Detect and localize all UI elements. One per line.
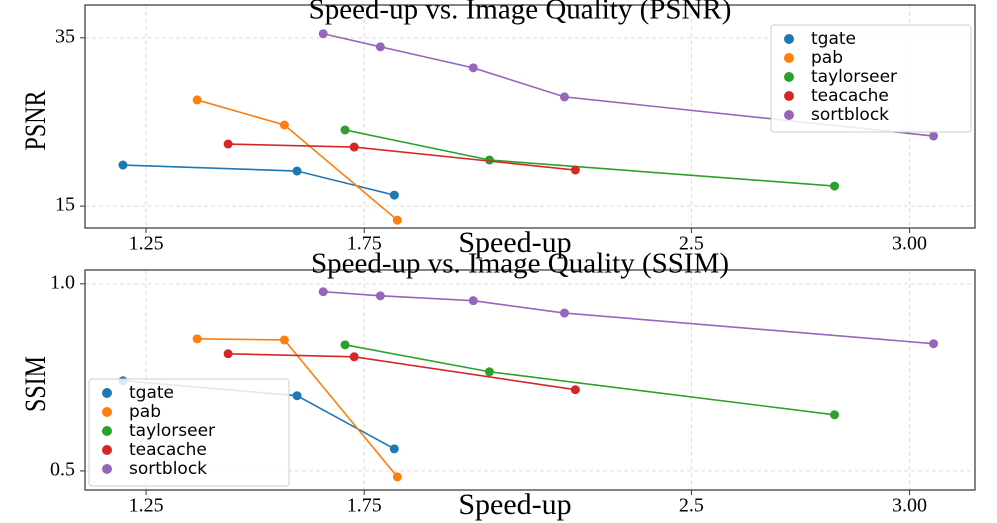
marker — [349, 142, 359, 152]
marker — [484, 367, 494, 377]
marker — [318, 287, 328, 297]
marker — [559, 308, 569, 318]
plot-frame — [84, 269, 976, 491]
legend-marker — [102, 464, 112, 474]
marker — [223, 349, 233, 359]
y-tick-label: 0.5 — [50, 459, 75, 481]
marker — [929, 131, 939, 141]
legend-marker — [102, 407, 112, 417]
legend-label: tgate — [129, 383, 174, 403]
legend-label: taylorseer — [811, 67, 897, 87]
legend-box — [88, 378, 290, 487]
plot-frame — [84, 4, 976, 229]
marker — [292, 166, 302, 176]
chart-title: Speed-up vs. Image Quality (PSNR) — [309, 0, 732, 26]
marker — [830, 410, 840, 420]
legend-marker — [102, 445, 112, 455]
marker — [570, 385, 580, 395]
chart-title: Speed-up vs. Image Quality (SSIM) — [311, 248, 729, 280]
marker — [340, 340, 350, 350]
x-tick-label: 1.75 — [347, 495, 382, 517]
marker — [223, 139, 233, 149]
legend-marker — [784, 34, 794, 44]
marker — [389, 190, 399, 200]
legend-marker — [102, 388, 112, 398]
marker — [279, 335, 289, 345]
marker — [468, 296, 478, 306]
legend-label: pab — [129, 402, 161, 422]
marker — [389, 444, 399, 454]
marker — [570, 165, 580, 175]
legend-label: sortblock — [811, 105, 889, 125]
x-tick-label: 2.5 — [679, 233, 704, 255]
marker — [292, 391, 302, 401]
x-axis-label: Speed-up — [458, 226, 571, 259]
y-axis-label: SSIM — [18, 356, 51, 412]
legend-marker — [102, 426, 112, 436]
y-tick-label: 35 — [55, 25, 75, 47]
marker — [830, 181, 840, 191]
marker — [559, 92, 569, 102]
legend-marker — [784, 91, 794, 101]
y-axis-label: PSNR — [18, 90, 51, 151]
marker — [392, 472, 402, 482]
legend-marker — [784, 72, 794, 82]
legend-marker — [784, 110, 794, 120]
legend-box — [770, 24, 972, 133]
x-tick-label: 3.00 — [892, 495, 927, 517]
legend-marker — [784, 53, 794, 63]
legend-label: taylorseer — [129, 421, 215, 441]
y-tick-label: 1.0 — [50, 271, 75, 293]
y-tick-label: 15 — [55, 194, 75, 216]
x-tick-label: 2.5 — [679, 495, 704, 517]
marker — [340, 125, 350, 135]
x-tick-label: 1.25 — [129, 495, 164, 517]
x-axis-label: Speed-up — [458, 488, 571, 521]
legend-label: teacache — [811, 86, 889, 106]
marker — [192, 334, 202, 344]
marker — [392, 215, 402, 225]
x-tick-label: 3.00 — [892, 233, 927, 255]
marker — [468, 63, 478, 73]
marker — [318, 29, 328, 39]
legend-label: teacache — [129, 440, 207, 460]
legend-label: tgate — [811, 29, 856, 49]
legend-label: sortblock — [129, 459, 207, 479]
marker — [279, 120, 289, 130]
x-tick-label: 1.25 — [129, 233, 164, 255]
marker — [375, 42, 385, 52]
marker — [118, 160, 128, 170]
legend-label: pab — [811, 48, 843, 68]
marker — [192, 95, 202, 105]
marker — [375, 291, 385, 301]
marker — [484, 155, 494, 165]
x-tick-label: 1.75 — [347, 233, 382, 255]
marker — [929, 339, 939, 349]
marker — [349, 352, 359, 362]
